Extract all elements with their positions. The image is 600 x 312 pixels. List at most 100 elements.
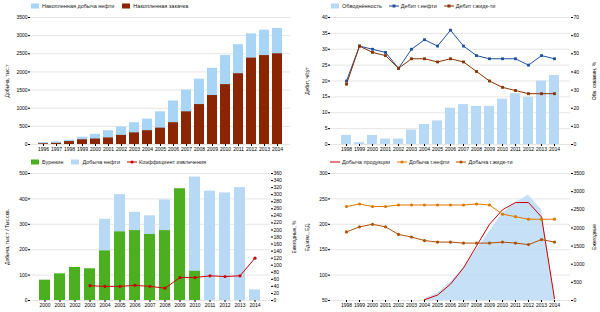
svg-text:260: 260 — [274, 205, 283, 211]
svg-text:160: 160 — [274, 241, 283, 247]
svg-text:40: 40 — [574, 69, 580, 75]
svg-text:2006: 2006 — [445, 146, 456, 152]
svg-text:2007: 2007 — [458, 302, 469, 308]
svg-text:2012: 2012 — [246, 146, 257, 152]
svg-text:2002: 2002 — [116, 146, 127, 152]
svg-text:2001: 2001 — [54, 302, 65, 308]
svg-text:80: 80 — [274, 269, 280, 275]
svg-text:2011: 2011 — [510, 146, 521, 152]
svg-text:2009: 2009 — [484, 146, 495, 152]
svg-text:2002: 2002 — [393, 146, 404, 152]
svg-text:1000: 1000 — [16, 105, 27, 111]
svg-text:2000: 2000 — [90, 146, 101, 152]
svg-text:20: 20 — [274, 290, 280, 296]
svg-text:2000: 2000 — [16, 69, 27, 75]
svg-text:Ежегодные, %: Ежегодные, % — [291, 220, 297, 254]
svg-text:340: 340 — [274, 177, 283, 183]
svg-text:2008: 2008 — [194, 146, 205, 152]
svg-text:2010: 2010 — [189, 302, 200, 308]
svg-text:2014: 2014 — [549, 302, 560, 308]
svg-text:500: 500 — [19, 170, 28, 176]
svg-text:2008: 2008 — [159, 302, 170, 308]
svg-text:2014: 2014 — [272, 146, 283, 152]
svg-text:2008: 2008 — [471, 146, 482, 152]
svg-text:Добыча, тыс.т: Добыча, тыс.т — [4, 64, 10, 98]
svg-text:2004: 2004 — [99, 302, 110, 308]
svg-text:2000: 2000 — [367, 302, 378, 308]
svg-text:500: 500 — [19, 123, 28, 129]
svg-text:2011: 2011 — [510, 302, 521, 308]
svg-text:2002: 2002 — [393, 302, 404, 308]
svg-text:2001: 2001 — [380, 302, 391, 308]
svg-text:2004: 2004 — [142, 146, 153, 152]
svg-text:30: 30 — [574, 87, 580, 93]
svg-text:1500: 1500 — [16, 87, 27, 93]
svg-text:240: 240 — [274, 212, 283, 218]
svg-text:Ед.изм., ЕД.: Ед.изм., ЕД. — [304, 223, 310, 251]
svg-text:2009: 2009 — [207, 146, 218, 152]
svg-text:1500: 1500 — [574, 243, 585, 249]
svg-text:2500: 2500 — [16, 50, 27, 56]
svg-text:2005: 2005 — [155, 146, 166, 152]
svg-text:500: 500 — [574, 279, 583, 285]
svg-text:3000: 3000 — [574, 188, 585, 194]
svg-text:2013: 2013 — [536, 302, 547, 308]
svg-text:2000: 2000 — [574, 225, 585, 231]
svg-text:2007: 2007 — [144, 302, 155, 308]
svg-text:2010: 2010 — [220, 146, 231, 152]
svg-text:200: 200 — [319, 221, 328, 227]
svg-text:2005: 2005 — [114, 302, 125, 308]
svg-text:70: 70 — [574, 14, 580, 20]
svg-text:0: 0 — [325, 141, 328, 147]
svg-text:10: 10 — [574, 123, 580, 129]
svg-text:20: 20 — [574, 105, 580, 111]
svg-text:140: 140 — [274, 248, 283, 254]
svg-text:2013: 2013 — [234, 302, 245, 308]
svg-text:2012: 2012 — [523, 302, 534, 308]
svg-text:2007: 2007 — [181, 146, 192, 152]
svg-text:2009: 2009 — [484, 302, 495, 308]
svg-text:2012: 2012 — [219, 302, 230, 308]
svg-text:0: 0 — [25, 141, 28, 147]
svg-text:2003: 2003 — [129, 146, 140, 152]
svg-text:50: 50 — [322, 297, 328, 303]
svg-text:10: 10 — [322, 109, 328, 115]
svg-text:220: 220 — [274, 219, 283, 225]
svg-text:300: 300 — [319, 170, 328, 176]
svg-text:2002: 2002 — [69, 302, 80, 308]
svg-text:2001: 2001 — [380, 146, 391, 152]
svg-text:2013: 2013 — [536, 146, 547, 152]
svg-text:2003: 2003 — [84, 302, 95, 308]
svg-text:35: 35 — [322, 30, 328, 36]
svg-text:50: 50 — [574, 50, 580, 56]
svg-text:2004: 2004 — [419, 302, 430, 308]
svg-text:100: 100 — [19, 272, 28, 278]
svg-text:2006: 2006 — [129, 302, 140, 308]
svg-text:2005: 2005 — [432, 302, 443, 308]
svg-text:100: 100 — [319, 272, 328, 278]
svg-text:280: 280 — [274, 198, 283, 204]
svg-text:1999: 1999 — [354, 146, 365, 152]
svg-text:2003: 2003 — [406, 302, 417, 308]
svg-text:180: 180 — [274, 234, 283, 240]
svg-text:2010: 2010 — [497, 302, 508, 308]
svg-text:1996: 1996 — [38, 146, 49, 152]
svg-text:300: 300 — [274, 191, 283, 197]
svg-text:0: 0 — [574, 297, 577, 303]
svg-text:100: 100 — [274, 262, 283, 268]
svg-text:2009: 2009 — [174, 302, 185, 308]
svg-text:2007: 2007 — [458, 146, 469, 152]
svg-text:Добыча, тыс.т / Тыс.скв.: Добыча, тыс.т / Тыс.скв. — [4, 209, 10, 265]
svg-text:2012: 2012 — [523, 146, 534, 152]
svg-text:300: 300 — [19, 221, 28, 227]
svg-text:2013: 2013 — [259, 146, 270, 152]
svg-text:1999: 1999 — [77, 146, 88, 152]
svg-text:Дебит, ч/сут: Дебит, ч/сут — [304, 67, 310, 95]
svg-text:2014: 2014 — [249, 302, 260, 308]
svg-text:15: 15 — [322, 93, 328, 99]
svg-text:2500: 2500 — [574, 206, 585, 212]
svg-text:150: 150 — [319, 246, 328, 252]
svg-text:Ежегодные: Ежегодные — [591, 224, 597, 250]
svg-text:60: 60 — [574, 32, 580, 38]
svg-text:2008: 2008 — [471, 302, 482, 308]
